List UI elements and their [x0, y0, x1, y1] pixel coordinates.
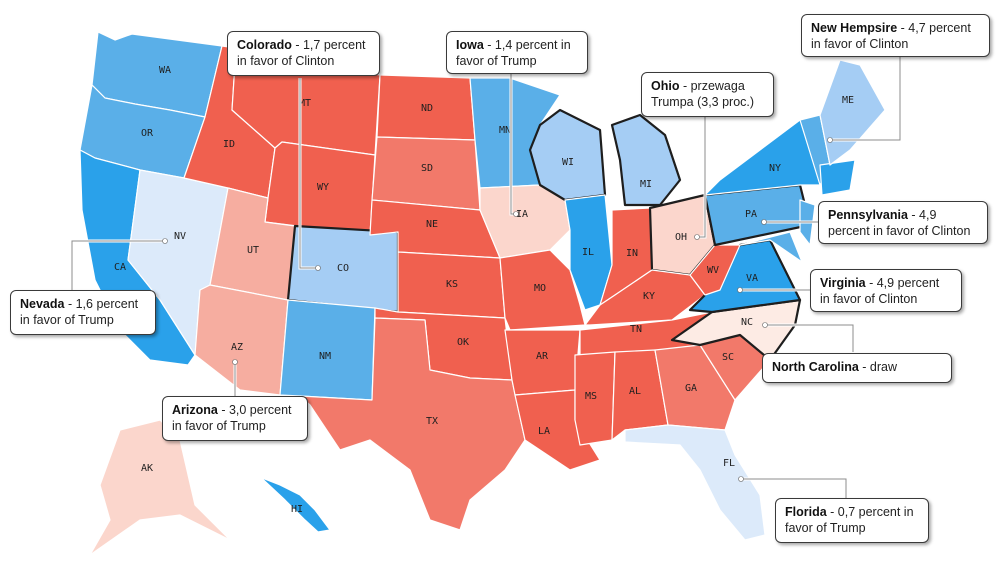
label-tx: TX: [426, 416, 438, 427]
callout-pa-text: - 4,9 percent in favor of Clinton: [828, 208, 971, 238]
label-la: LA: [538, 426, 550, 437]
callout-virginia: Virginia - 4,9 percent in favor of Clint…: [810, 269, 962, 312]
label-nv: NV: [174, 231, 186, 242]
label-nc: NC: [741, 317, 753, 328]
label-mi: MI: [640, 179, 652, 190]
label-va: VA: [746, 273, 758, 284]
label-or: OR: [141, 128, 154, 139]
callout-nc-text: - draw: [858, 360, 898, 374]
callout-florida: Florida - 0,7 percent in favor of Trump: [775, 498, 929, 543]
callout-az-state: Arizona: [172, 403, 218, 417]
label-nm: NM: [319, 351, 331, 362]
label-wa: WA: [159, 65, 171, 76]
label-ky: KY: [643, 291, 655, 302]
label-ne: NE: [426, 219, 438, 230]
callout-ohio: Ohio - przewaga Trumpa (3,3 proc.): [641, 72, 774, 117]
label-ar: AR: [536, 351, 549, 362]
label-hi: HI: [291, 504, 303, 515]
label-ks: KS: [446, 279, 458, 290]
label-pa: PA: [745, 209, 757, 220]
state-ar[interactable]: [504, 329, 581, 396]
callout-pennsylvania: Pennsylvania - 4,9 percent in favor of C…: [818, 201, 988, 244]
state-ma-ct[interactable]: [819, 159, 856, 196]
state-md[interactable]: [739, 231, 803, 263]
state-ny[interactable]: [704, 119, 821, 196]
label-ny: NY: [769, 163, 781, 174]
state-nm[interactable]: [279, 299, 376, 401]
state-mo[interactable]: [499, 249, 586, 331]
label-mt: MT: [299, 98, 311, 109]
callout-fl-state: Florida: [785, 505, 827, 519]
callout-va-text: - 4,9 percent in favor of Clinton: [820, 276, 940, 306]
callout-nv-state: Nevada: [20, 297, 65, 311]
state-ms[interactable]: [574, 351, 616, 446]
label-ok: OK: [457, 337, 469, 348]
state-il[interactable]: [564, 194, 613, 311]
callout-ohio-text: - przewaga Trumpa (3,3 proc.): [651, 79, 755, 109]
state-fl[interactable]: [624, 424, 766, 541]
callout-pa-state: Pennsylvania: [828, 208, 908, 222]
callout-colorado-state: Colorado: [237, 38, 292, 52]
label-me: ME: [842, 95, 854, 106]
leader-lines: [70, 57, 902, 498]
label-sd: SD: [421, 163, 433, 174]
callout-az-text: - 3,0 percent in favor of Trump: [172, 403, 292, 433]
callout-arizona: Arizona - 3,0 percent in favor of Trump: [162, 396, 308, 441]
state-az[interactable]: [194, 284, 289, 396]
callout-north-carolina: North Carolina - draw: [762, 353, 952, 383]
callout-fl-text: - 0,7 percent in favor of Trump: [785, 505, 914, 535]
callout-nc-state: North Carolina: [772, 360, 859, 374]
label-ca: CA: [114, 262, 126, 273]
state-ca[interactable]: [79, 149, 196, 366]
label-tn: TN: [630, 324, 642, 335]
state-me[interactable]: [819, 59, 886, 166]
callout-iowa-text: - 1,4 percent in favor of Trump: [456, 38, 571, 68]
label-wi: WI: [562, 157, 574, 168]
callout-nevada: Nevada - 1,6 percent in favor of Trump: [10, 290, 156, 335]
label-in: IN: [626, 248, 638, 259]
state-wi[interactable]: [528, 108, 607, 202]
callout-ohio-state: Ohio: [651, 79, 680, 93]
callout-colorado-text: - 1,7 percent in favor of Clinton: [237, 38, 366, 68]
label-oh: OH: [675, 232, 687, 243]
label-al: AL: [629, 386, 641, 397]
state-hi[interactable]: [254, 471, 331, 533]
callout-nh-state: New Hempsire: [811, 21, 898, 35]
state-ga[interactable]: [654, 344, 736, 431]
callout-new-hampshire: New Hempsire - 4,7 percent in favor of C…: [801, 14, 990, 57]
callout-va-state: Virginia: [820, 276, 866, 290]
label-ut: UT: [247, 245, 259, 256]
label-ak: AK: [141, 463, 153, 474]
label-il: IL: [582, 247, 594, 258]
state-pa[interactable]: [703, 183, 812, 247]
label-nd: ND: [421, 103, 433, 114]
state-mi[interactable]: [610, 113, 682, 207]
label-wy: WY: [317, 182, 329, 193]
callout-iowa: Iowa - 1,4 percent in favor of Trump: [446, 31, 588, 74]
label-id: ID: [223, 139, 235, 150]
callout-iowa-state: Iowa: [456, 38, 484, 52]
label-wv: WV: [707, 265, 719, 276]
label-co: CO: [337, 263, 349, 274]
label-ms: MS: [585, 391, 597, 402]
label-ga: GA: [685, 383, 697, 394]
callout-nv-text: - 1,6 percent in favor of Trump: [20, 297, 139, 327]
state-wv[interactable]: [689, 244, 741, 296]
callout-nh-text: - 4,7 percent in favor of Clinton: [811, 21, 971, 51]
label-mn: MN: [499, 125, 511, 136]
label-fl: FL: [723, 458, 735, 469]
label-az: AZ: [231, 342, 243, 353]
callout-colorado: Colorado - 1,7 percent in favor of Clint…: [227, 31, 380, 76]
label-ia: IA: [516, 209, 528, 220]
label-mo: MO: [534, 283, 546, 294]
label-sc: SC: [722, 352, 734, 363]
